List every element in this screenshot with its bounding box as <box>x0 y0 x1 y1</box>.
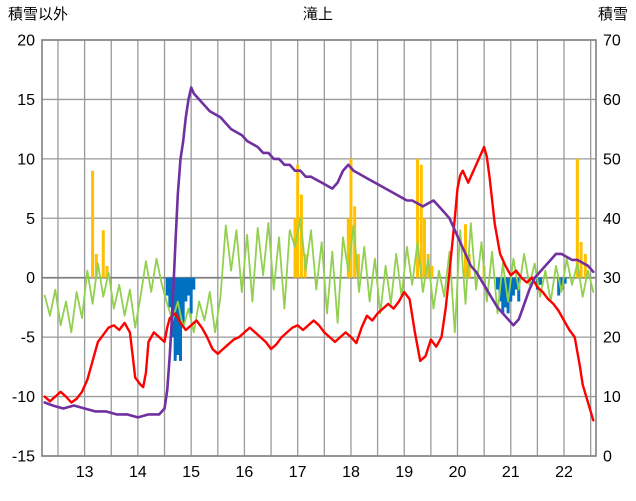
series-purple-line <box>43 86 595 419</box>
axis-tick-labels: -15 -10 -5 0 5 10 15 20 0 10 20 30 40 50 60 70 13 14 15 16 1… <box>12 33 621 482</box>
svg-text:19: 19 <box>395 464 413 481</box>
svg-text:22: 22 <box>555 464 573 481</box>
svg-text:16: 16 <box>236 464 254 481</box>
svg-text:0: 0 <box>603 449 612 466</box>
svg-text:10: 10 <box>17 151 35 168</box>
svg-text:20: 20 <box>449 464 467 481</box>
svg-text:15: 15 <box>182 464 200 481</box>
svg-text:50: 50 <box>603 151 621 168</box>
svg-text:70: 70 <box>603 33 621 50</box>
svg-text:18: 18 <box>342 464 360 481</box>
svg-text:40: 40 <box>603 211 621 228</box>
svg-text:60: 60 <box>603 92 621 109</box>
left-axis-title: 積雪以外 <box>8 6 69 23</box>
chart-title: 滝上 <box>302 6 333 23</box>
svg-text:30: 30 <box>603 270 621 287</box>
svg-text:17: 17 <box>289 464 307 481</box>
plot-frame <box>41 39 597 457</box>
svg-text:20: 20 <box>603 330 621 347</box>
svg-text:5: 5 <box>26 211 35 228</box>
series-green-line <box>43 217 595 334</box>
svg-text:15: 15 <box>17 92 35 109</box>
svg-text:-15: -15 <box>12 449 35 466</box>
gridlines <box>42 39 596 457</box>
svg-text:10: 10 <box>603 389 621 406</box>
series-red-line <box>43 145 595 422</box>
svg-text:20: 20 <box>17 33 35 50</box>
svg-text:-5: -5 <box>21 330 35 347</box>
svg-text:21: 21 <box>502 464 520 481</box>
svg-text:14: 14 <box>129 464 147 481</box>
svg-text:13: 13 <box>76 464 94 481</box>
svg-text:0: 0 <box>26 270 35 287</box>
right-axis-title: 積雪 <box>597 6 628 23</box>
svg-text:-10: -10 <box>12 389 35 406</box>
